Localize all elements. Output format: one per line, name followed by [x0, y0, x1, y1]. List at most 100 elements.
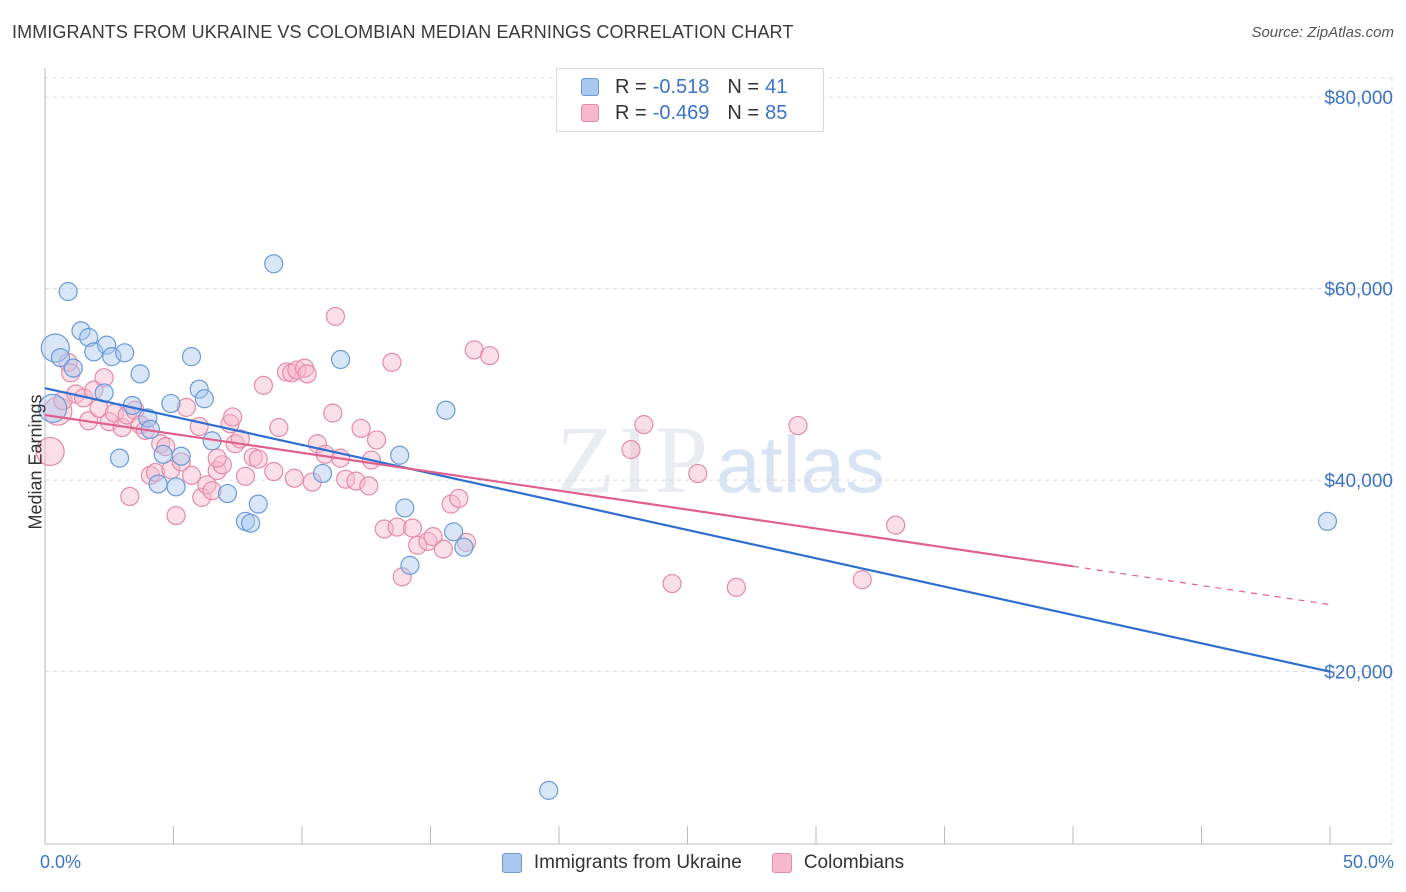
ukraine-point-26 [217, 483, 238, 504]
colombians-point-42 [269, 417, 289, 438]
colombians-point-40 [253, 375, 274, 395]
source-label: Source: ZipAtlas.com [1251, 24, 1394, 41]
colombians-point-10 [94, 368, 114, 388]
ukraine-point-31 [312, 463, 333, 484]
ukraine-point-30 [264, 254, 284, 274]
axes [44, 68, 1392, 845]
colombians-point-63 [402, 518, 423, 538]
ukraine-point-32 [330, 349, 351, 370]
legend-r-label: R = [615, 75, 647, 98]
ukraine-point-19 [161, 393, 181, 414]
colombians-point-84 [120, 486, 140, 507]
trendline-colombians-extension [1072, 565, 1331, 606]
colombians-point-61 [387, 517, 407, 537]
y-axis-label: Median Earnings [25, 394, 46, 530]
ukraine-point-1 [40, 333, 70, 363]
legend: R = -0.518 N = 41 R = -0.469 N = 85 [556, 68, 824, 132]
ukraine-point-22 [181, 347, 202, 367]
colombians-point-44 [282, 363, 302, 383]
legend-swatch-colombians [581, 104, 599, 122]
ukraine-point-40 [1317, 511, 1338, 531]
colombians-point-60 [382, 352, 402, 372]
ukraine-point-9 [97, 335, 117, 355]
colombians-point-83 [207, 448, 227, 468]
colombians-point-64 [408, 535, 428, 555]
ukraine-point-37 [444, 522, 464, 542]
ukraine-point-20 [166, 477, 186, 497]
ukraine-point-24 [194, 389, 214, 409]
colombians-point-34 [223, 407, 243, 427]
ukraine-point-5 [71, 321, 91, 341]
y-tick-label-1: $40,000 [1324, 471, 1393, 492]
colombians-point-37 [235, 466, 256, 486]
trendlines [44, 387, 1331, 673]
colombians-point-52 [325, 306, 346, 327]
ukraine-point-4 [63, 358, 83, 378]
ukraine-point-23 [189, 379, 209, 399]
ukraine-points [38, 254, 1338, 800]
series-legend-ukraine: Immigrants from Ukraine [501, 852, 742, 874]
y-tick-labels: $20,000 $40,000 $60,000 $80,000 [1324, 88, 1393, 684]
colombians-point-62 [392, 567, 412, 587]
ukraine-point-35 [400, 555, 420, 575]
colombians-point-55 [346, 471, 366, 491]
colombians-point-78 [788, 415, 808, 436]
colombians-point-25 [176, 397, 196, 417]
series-legend-colombians: Colombians [771, 852, 905, 874]
legend-r-value: -0.469 [652, 101, 710, 124]
y-tick-label-0: $20,000 [1324, 663, 1393, 684]
series-name-colombians: Colombians [803, 852, 905, 873]
ukraine-point-39 [539, 780, 559, 800]
ukraine-point-38 [454, 537, 474, 557]
colombians-point-41 [264, 461, 284, 482]
legend-n-label: N = [727, 75, 760, 98]
legend-r-value: -0.518 [652, 75, 710, 98]
colombians-point-19 [145, 462, 166, 483]
series-swatch-colombians [771, 853, 792, 873]
colombians-point-72 [480, 346, 500, 366]
ukraine-point-34 [395, 498, 415, 518]
series-swatch-ukraine [501, 853, 522, 873]
colombians-point-30 [202, 481, 222, 501]
ukraine-point-10 [102, 347, 122, 367]
ukraine-point-6 [79, 327, 99, 348]
ukraine-point-2 [50, 347, 71, 368]
colombians-point-24 [171, 452, 191, 472]
ukraine-point-33 [390, 445, 410, 465]
ukraine-point-36 [436, 400, 456, 420]
x-tick-label-max: 50.0% [1342, 852, 1394, 872]
legend-row-colombians: R = -0.469 N = 85 [581, 101, 787, 125]
ukraine-point-21 [171, 446, 191, 466]
legend-n-label: N = [727, 101, 760, 124]
ukraine-point-12 [115, 343, 135, 363]
colombians-point-29 [197, 475, 217, 495]
colombians-point-39 [248, 449, 268, 469]
colombians-point-22 [161, 460, 181, 480]
trendline-ukraine [44, 387, 1331, 673]
colombians-point-75 [662, 573, 682, 594]
trendline-colombians [44, 413, 1074, 568]
colombians-point-47 [297, 364, 317, 384]
chart-title: IMMIGRANTS FROM UKRAINE VS COLOMBIAN MED… [12, 22, 794, 42]
y-tick-label-2: $60,000 [1324, 280, 1393, 301]
colombians-point-0 [35, 436, 65, 467]
series-legend: Immigrants from Ukraine Colombians [0, 852, 1406, 874]
colombians-point-51 [323, 403, 343, 423]
legend-n-value: 41 [765, 75, 788, 98]
ukraine-point-3 [58, 281, 78, 302]
colombians-point-21 [156, 437, 176, 457]
ukraine-point-11 [109, 448, 130, 468]
colombians-point-58 [366, 430, 387, 450]
ukraine-point-18 [153, 444, 173, 464]
colombians-point-80 [886, 515, 906, 535]
ukraine-point-17 [148, 474, 168, 494]
watermark-zip: ZIP [556, 406, 712, 513]
ukraine-point-29 [248, 494, 268, 514]
colombians-point-73 [621, 439, 641, 460]
ukraine-point-15 [138, 408, 158, 428]
colombians-point-81 [284, 468, 304, 488]
ukraine-point-14 [130, 364, 150, 384]
legend-swatch-ukraine [581, 78, 599, 96]
legend-row-ukraine: R = -0.518 N = 41 [581, 75, 787, 99]
